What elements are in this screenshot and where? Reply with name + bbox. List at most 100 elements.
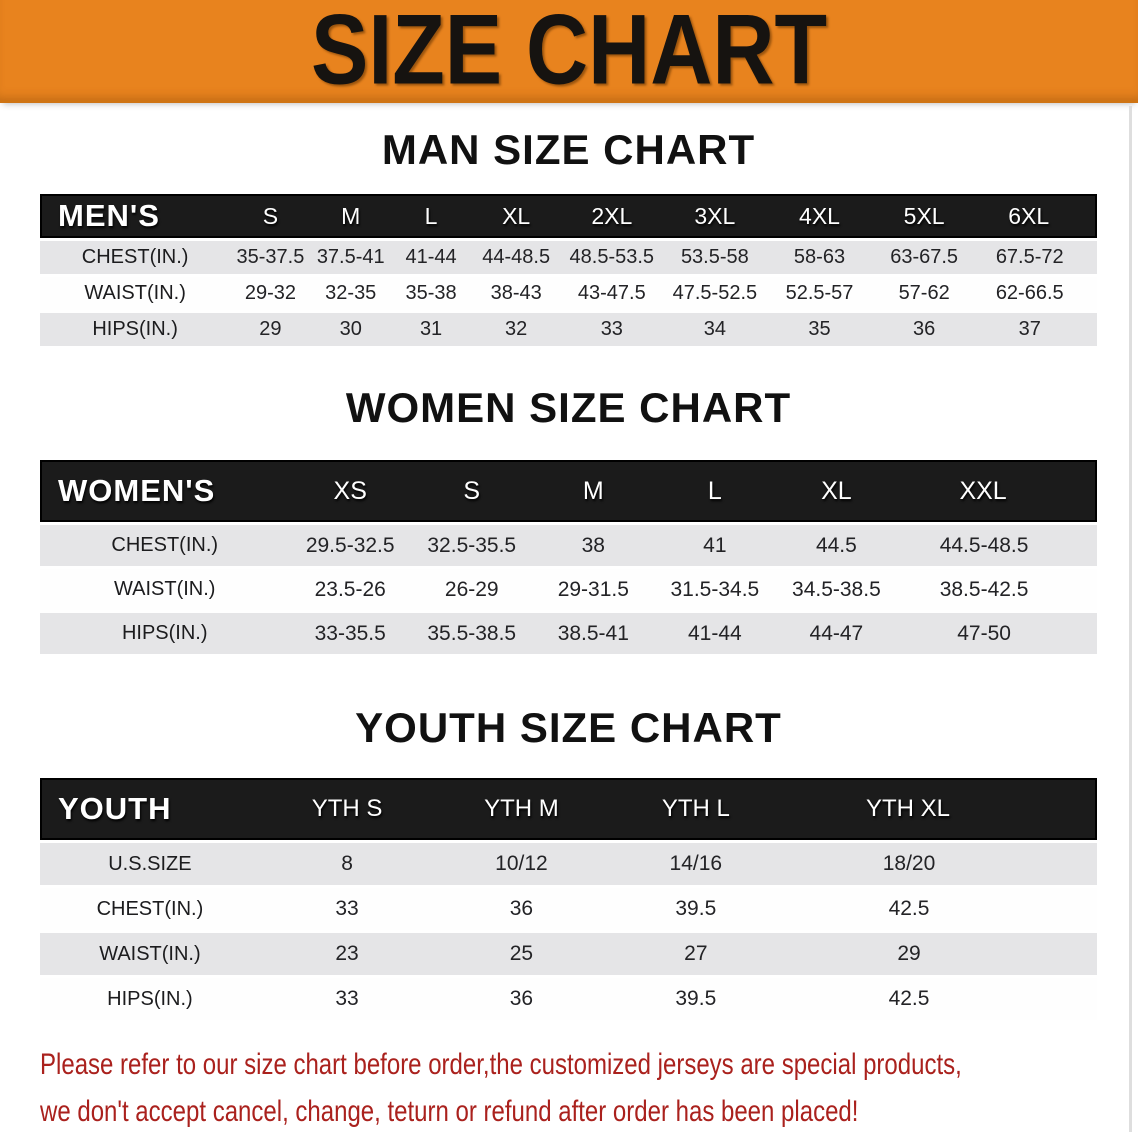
table-row: WAIST(IN.) 23 25 27 29 [40, 933, 1097, 975]
size-cell: 29 [783, 933, 1097, 975]
size-cell: 29 [230, 313, 311, 346]
size-cell: 38-43 [471, 277, 562, 310]
column-header: 5XL [871, 194, 977, 238]
size-cell: 37.5-41 [310, 241, 391, 274]
size-cell: 53.5-58 [662, 241, 768, 274]
table-row: WAIST(IN.) 23.5-26 26-29 29-31.5 31.5-34.5 34… [40, 569, 1097, 610]
table-header-row: WOMEN'S XS S M L XL XXL [40, 460, 1097, 522]
banner-title: SIZE CHART [311, 0, 827, 105]
size-cell: 34 [662, 313, 768, 346]
column-header: M [310, 194, 391, 238]
page-edge-line [1129, 106, 1132, 1132]
row-label: HIPS(IN.) [40, 313, 231, 346]
size-cell: 44.5 [775, 525, 898, 566]
size-cell: 44-48.5 [471, 241, 562, 274]
size-chart-content: MAN SIZE CHART MEN'S S M L XL 2XL 3XL 4XL 5XL 6XL… [0, 125, 1138, 1135]
men-size-chart-heading: MAN SIZE CHART [381, 126, 756, 173]
table-row: CHEST(IN.) 29.5-32.5 32.5-35.5 38 41 44.5 44.5… [40, 525, 1097, 566]
row-label: WAIST(IN.) [40, 933, 260, 975]
table-row: U.S.SIZE 8 10/12 14/16 18/20 [40, 843, 1097, 885]
table-row: CHEST(IN.) 35-37.5 37.5-41 41-44 44-48.5 48.5… [40, 241, 1097, 274]
size-cell: 43-47.5 [561, 277, 663, 310]
women-size-table: WOMEN'S XS S M L XL XXL CHEST(IN.) 29.5-32.5 32.5… [40, 457, 1097, 657]
size-cell: 38 [532, 525, 655, 566]
size-cell: 38.5-41 [532, 613, 655, 654]
size-cell: 47-50 [897, 613, 1097, 654]
size-cell: 35-38 [390, 277, 472, 310]
size-cell: 32.5-35.5 [410, 525, 533, 566]
table-title-cell: WOMEN'S [40, 460, 290, 522]
size-cell: 29-31.5 [532, 569, 655, 610]
size-cell: 8 [259, 843, 435, 885]
column-header: YTH M [434, 778, 609, 840]
row-label: CHEST(IN.) [40, 241, 231, 274]
row-label: CHEST(IN.) [40, 888, 260, 930]
table-row: HIPS(IN.) 29 30 31 32 33 34 35 36 37 [40, 313, 1097, 346]
size-cell: 25 [434, 933, 609, 975]
size-cell: 33 [561, 313, 663, 346]
size-cell: 29.5-32.5 [289, 525, 411, 566]
women-size-chart-heading: WOMEN SIZE CHART [345, 384, 792, 431]
column-header: 2XL [561, 194, 663, 238]
size-cell: 33-35.5 [289, 613, 411, 654]
size-cell: 47.5-52.5 [662, 277, 768, 310]
size-cell: 29-32 [230, 277, 311, 310]
size-cell: 37 [976, 313, 1097, 346]
size-cell: 10/12 [434, 843, 609, 885]
size-cell: 41-44 [390, 241, 472, 274]
column-header: XL [775, 460, 898, 522]
men-size-table: MEN'S S M L XL 2XL 3XL 4XL 5XL 6XL CHEST(IN.) 35-37… [40, 191, 1097, 349]
column-header: YTH L [608, 778, 784, 840]
table-title-cell: MEN'S [40, 194, 231, 238]
size-cell: 42.5 [783, 978, 1097, 1020]
column-header: 4XL [767, 194, 872, 238]
disclaimer-line-2: we don't accept cancel, change, teturn o… [40, 1095, 859, 1128]
size-cell: 57-62 [871, 277, 977, 310]
table-header-row: MEN'S S M L XL 2XL 3XL 4XL 5XL 6XL [40, 194, 1097, 238]
size-cell: 31 [390, 313, 472, 346]
size-cell: 48.5-53.5 [561, 241, 663, 274]
size-cell: 35.5-38.5 [410, 613, 533, 654]
size-cell: 30 [310, 313, 391, 346]
row-label: U.S.SIZE [40, 843, 260, 885]
size-cell: 42.5 [783, 888, 1097, 930]
size-cell: 63-67.5 [871, 241, 977, 274]
row-label: CHEST(IN.) [40, 525, 290, 566]
row-label: WAIST(IN.) [40, 277, 231, 310]
size-cell: 58-63 [767, 241, 872, 274]
row-label: HIPS(IN.) [40, 978, 260, 1020]
column-header: L [654, 460, 776, 522]
column-header: XXL [897, 460, 1097, 522]
size-cell: 52.5-57 [767, 277, 872, 310]
size-cell: 33 [259, 978, 435, 1020]
table-header-row: YOUTH YTH S YTH M YTH L YTH XL [40, 778, 1097, 840]
table-row: HIPS(IN.) 33 36 39.5 42.5 [40, 978, 1097, 1020]
size-cell: 31.5-34.5 [654, 569, 776, 610]
size-cell: 23.5-26 [289, 569, 411, 610]
table-row: HIPS(IN.) 33-35.5 35.5-38.5 38.5-41 41-44 44-… [40, 613, 1097, 654]
column-header: S [230, 194, 311, 238]
disclaimer-line-1: Please refer to our size chart before or… [40, 1048, 962, 1081]
section-women: WOMEN SIZE CHART WOMEN'S XS S M L XL XXL CHEST(… [40, 383, 1097, 657]
size-cell: 32-35 [310, 277, 391, 310]
column-header: L [390, 194, 472, 238]
size-cell: 36 [434, 888, 609, 930]
size-cell: 44.5-48.5 [897, 525, 1097, 566]
column-header: 6XL [976, 194, 1097, 238]
table-title-cell: YOUTH [40, 778, 260, 840]
column-header: YTH S [259, 778, 435, 840]
size-cell: 39.5 [608, 888, 784, 930]
size-cell: 33 [259, 888, 435, 930]
size-cell: 35-37.5 [230, 241, 311, 274]
size-cell: 35 [767, 313, 872, 346]
size-cell: 62-66.5 [976, 277, 1097, 310]
size-cell: 39.5 [608, 978, 784, 1020]
size-cell: 23 [259, 933, 435, 975]
size-cell: 36 [434, 978, 609, 1020]
youth-size-chart-heading: YOUTH SIZE CHART [355, 704, 782, 751]
table-row: CHEST(IN.) 33 36 39.5 42.5 [40, 888, 1097, 930]
size-cell: 32 [471, 313, 562, 346]
column-header: XL [471, 194, 562, 238]
youth-size-table: YOUTH YTH S YTH M YTH L YTH XL U.S.SIZE 8 10/12… [40, 775, 1097, 1023]
size-cell: 38.5-42.5 [897, 569, 1097, 610]
